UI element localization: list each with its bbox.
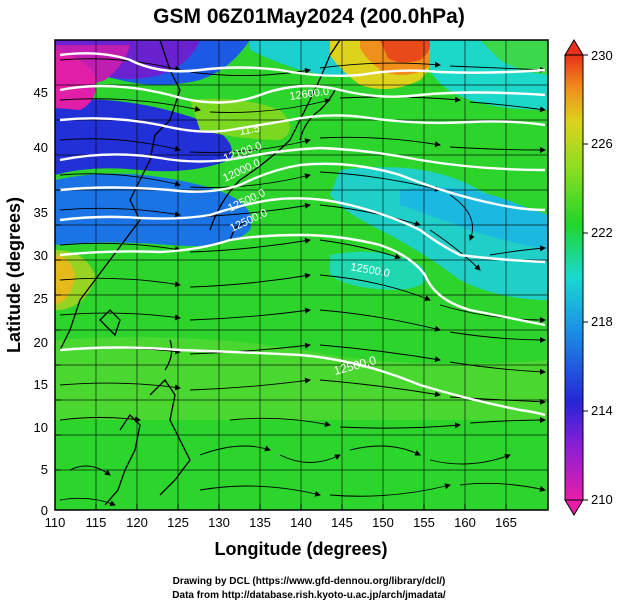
colorbar-top-triangle xyxy=(564,39,584,56)
colorbar-tick-label: 218 xyxy=(591,314,613,329)
credit-line-1: Drawing by DCL (https://www.gfd-dennou.o… xyxy=(173,576,446,587)
y-tick-label: 15 xyxy=(34,377,48,392)
x-tick-label: 150 xyxy=(372,515,394,530)
wind-streamlines xyxy=(59,58,546,506)
colorbar-fill xyxy=(564,54,584,501)
x-tick-label: 160 xyxy=(454,515,476,530)
x-tick-label: 165 xyxy=(495,515,517,530)
x-tick-label: 145 xyxy=(331,515,353,530)
colorbar: 230 226 222 218 214 210 xyxy=(564,39,613,516)
x-tick-label: 130 xyxy=(208,515,230,530)
y-tick-label: 35 xyxy=(34,205,48,220)
y-tick-label: 25 xyxy=(34,291,48,306)
y-tick-label: 0 xyxy=(41,503,48,518)
x-axis xyxy=(54,504,507,510)
colorbar-tick-label: 214 xyxy=(591,403,613,418)
y-tick-label: 20 xyxy=(34,335,48,350)
coastlines xyxy=(59,40,341,506)
y-tick-label: 10 xyxy=(34,420,48,435)
contour-label: 12600.0 xyxy=(289,86,330,103)
colorbar-tick-label: 230 xyxy=(591,48,613,63)
colorbar-tick-label: 210 xyxy=(591,492,613,507)
y-tick-label: 30 xyxy=(34,248,48,263)
y-tick-labels: 0 5 10 15 20 25 30 35 40 45 xyxy=(34,85,48,518)
x-axis-label: Longitude (degrees) xyxy=(214,539,387,559)
x-tick-label: 140 xyxy=(290,515,312,530)
colorbar-tick-label: 222 xyxy=(591,225,613,240)
x-tick-label: 135 xyxy=(249,515,271,530)
y-tick-label: 45 xyxy=(34,85,48,100)
colorbar-bottom-triangle xyxy=(564,499,584,516)
colorbar-tick-label: 226 xyxy=(591,136,613,151)
y-axis-label: Latitude (degrees) xyxy=(4,197,24,353)
y-tick-label: 5 xyxy=(41,462,48,477)
x-tick-label: 155 xyxy=(413,515,435,530)
y-tick-label: 40 xyxy=(34,140,48,155)
x-tick-label: 110 xyxy=(45,515,66,530)
x-tick-label: 125 xyxy=(167,515,189,530)
x-tick-label: 120 xyxy=(126,515,148,530)
y-axis xyxy=(55,189,61,511)
contour-label: 11.5 xyxy=(238,123,260,138)
x-tick-labels: 110 115 120 125 130 135 140 145 150 155 … xyxy=(45,515,517,530)
x-tick-label: 115 xyxy=(86,515,107,530)
map-title: GSM 06Z01May2024 (200.0hPa) xyxy=(153,5,465,28)
grid-lines xyxy=(55,40,548,510)
plot-area: 11.5 12600.0 12100.0 12000.0 12500.0 125… xyxy=(55,40,548,510)
height-contours xyxy=(59,52,546,417)
credit-line-2: Data from http://database.rish.kyoto-u.a… xyxy=(172,590,446,601)
